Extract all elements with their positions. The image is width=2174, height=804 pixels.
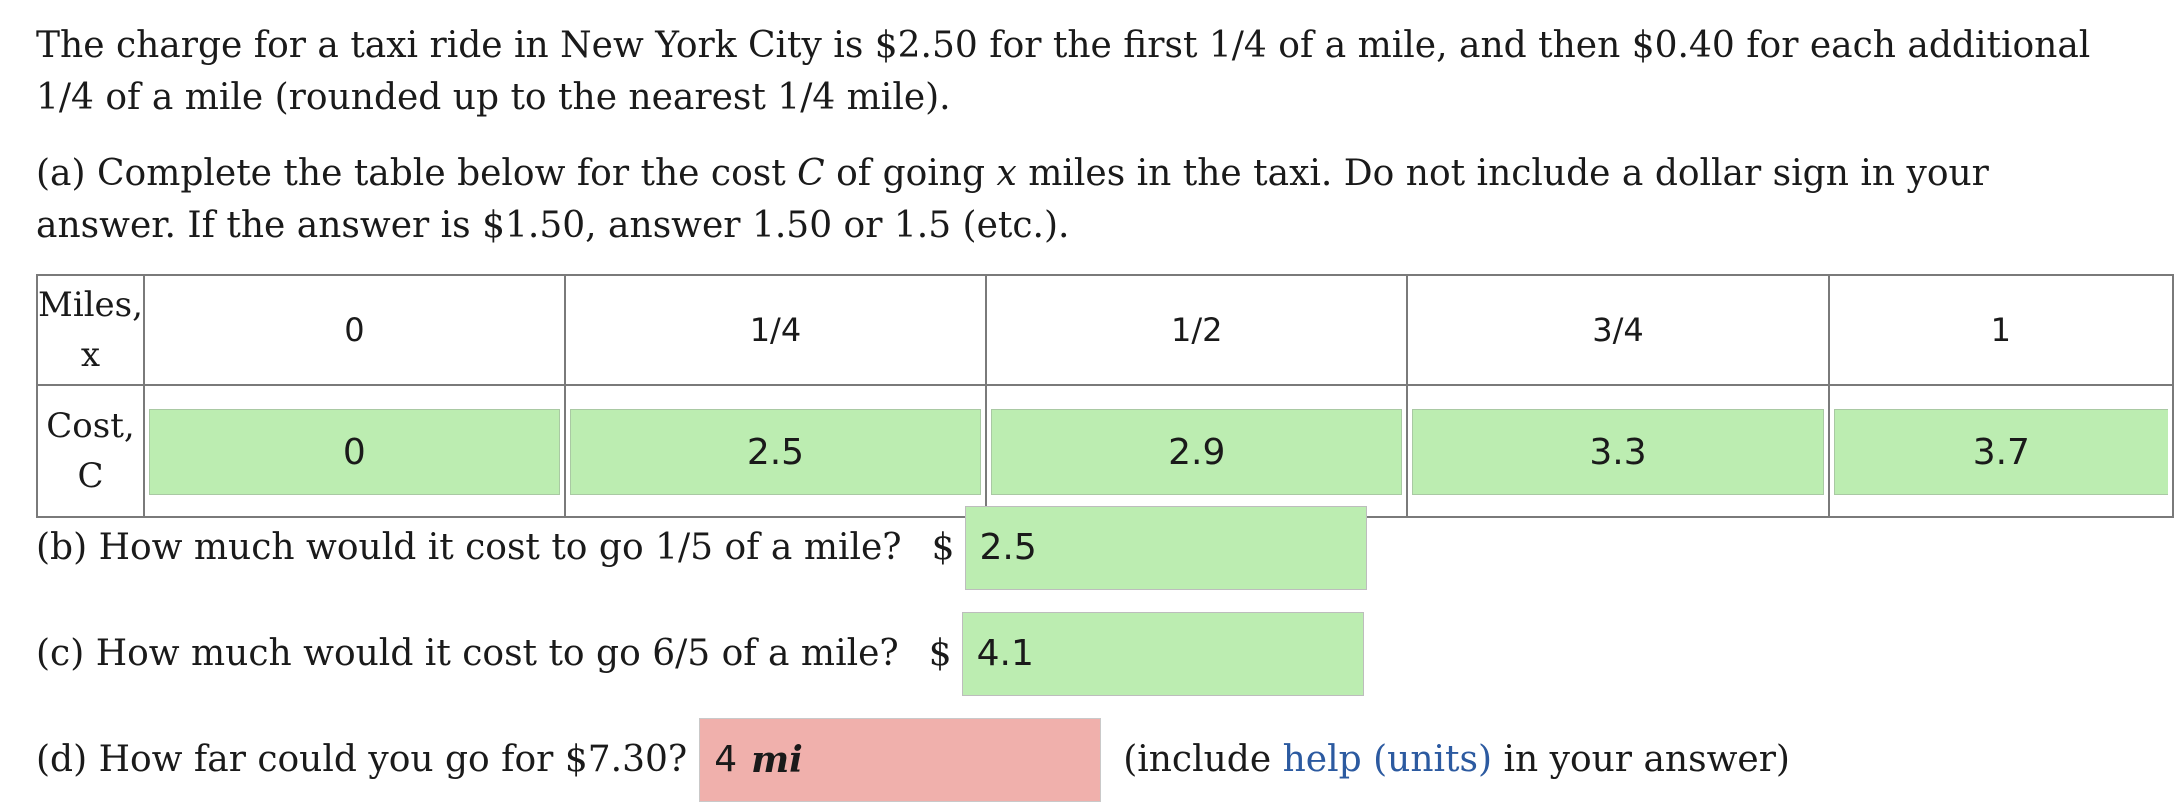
part-a-mid: of going [824,153,997,194]
currency-symbol: $ [928,633,952,674]
part-c-answer-input[interactable]: 4.1 [961,612,1364,696]
part-d-label: (d) How far could you go for $7.30? [36,739,688,780]
miles-cell: 1/2 [985,274,1409,386]
cost-table: Miles, x 0 1/4 1/2 3/4 1 Cost, C 0 2.5 2… [36,274,2174,518]
part-a-instructions: (a) Complete the table below for the cos… [36,148,2136,252]
miles-row: Miles, x 0 1/4 1/2 3/4 1 [36,274,2174,386]
cost-header: Cost, C [36,384,145,518]
units-note: (include help (units) in your answer) [1123,734,1790,786]
part-d-answer-unit: mi [751,739,803,781]
miles-cell: 0 [142,274,566,386]
part-b-question: (b) How much would it cost to go 1/5 of … [36,506,1367,590]
cost-answer-input[interactable]: 3.3 [1412,409,1824,495]
problem-intro: The charge for a taxi ride in New York C… [36,25,2091,118]
units-note-prefix: (include [1123,739,1283,780]
cost-row: Cost, C 0 2.5 2.9 3.3 3.7 [36,384,2174,518]
part-b-answer-input[interactable]: 2.5 [964,506,1367,590]
miles-cell: 1 [1827,274,2174,386]
part-d-answer-number: 4 [714,739,738,780]
part-c-label: (c) How much would it cost to go 6/5 of … [36,633,899,674]
cost-answer-input[interactable]: 2.5 [569,409,982,495]
currency-symbol: $ [931,527,955,568]
part-c-question: (c) How much would it cost to go 6/5 of … [36,612,1364,696]
miles-header: Miles, x [36,274,145,386]
part-a-suffix: miles in the taxi. Do not include a doll… [36,153,1989,246]
part-a-prefix: (a) Complete the table below for the cos… [36,153,798,194]
miles-cell: 1/4 [563,274,988,386]
cost-answer-input[interactable]: 2.9 [991,409,1403,495]
var-x: x [996,153,1017,194]
part-d-question: (d) How far could you go for $7.30? 4 mi… [36,718,1790,802]
help-units-link[interactable]: help (units) [1282,739,1493,780]
part-b-label: (b) How much would it cost to go 1/5 of … [36,527,902,568]
units-note-suffix: in your answer) [1492,739,1790,780]
part-d-answer-input[interactable]: 4 mi [699,718,1102,802]
cost-answer-input[interactable]: 0 [148,409,560,495]
cost-answer-input[interactable]: 3.7 [1833,409,2168,495]
var-c: C [797,153,825,194]
miles-cell: 3/4 [1406,274,1830,386]
